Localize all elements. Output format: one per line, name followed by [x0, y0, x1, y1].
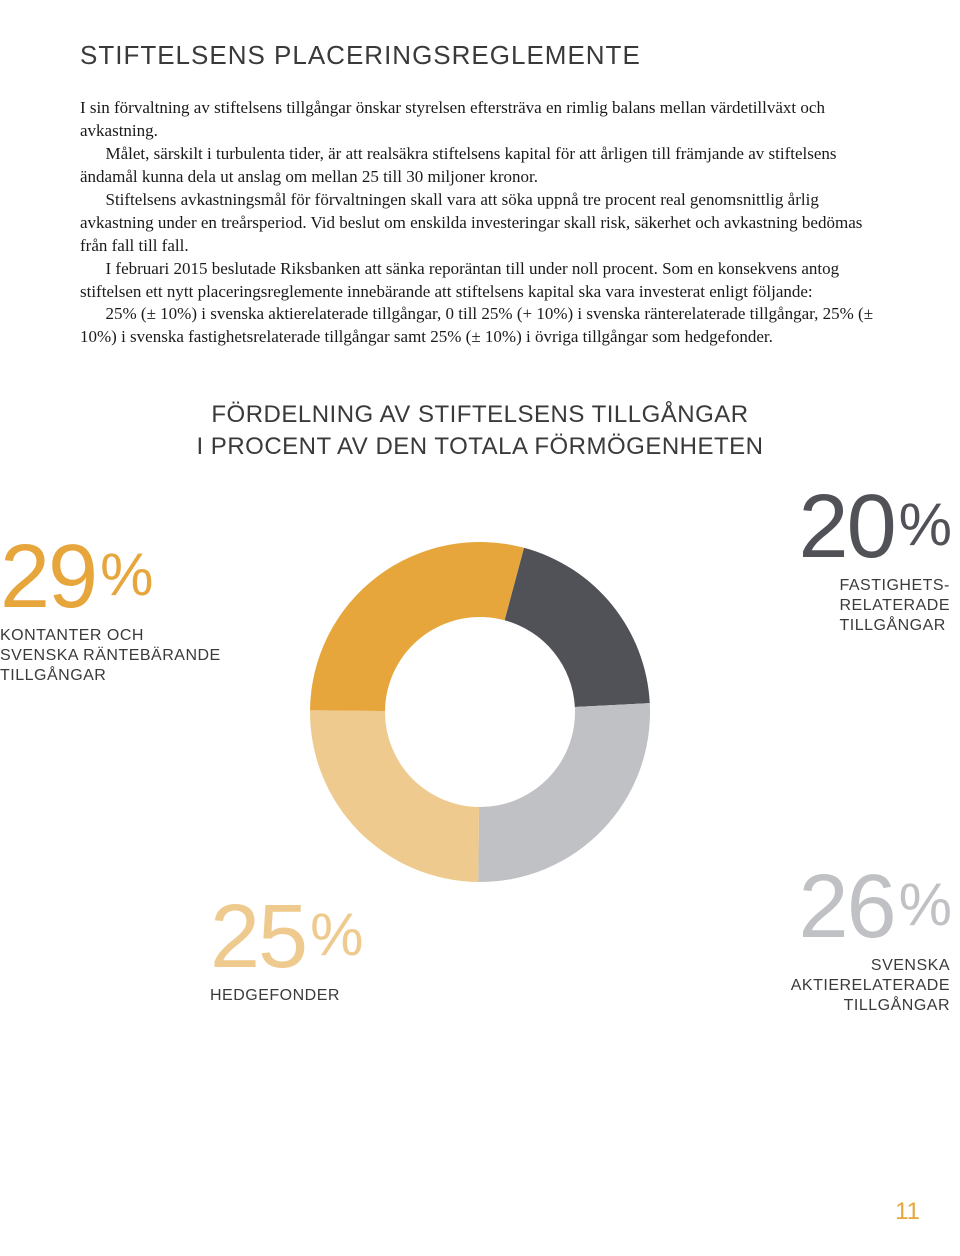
paragraph-5: 25% (± 10%) i svenska aktierelaterade ti…: [80, 303, 880, 349]
donut-slice-kontanter: [310, 542, 524, 711]
stat-fastighet-label: FASTIGHETS-RELATERADETILLGÅNGAR: [839, 576, 950, 636]
page-title: STIFTELSENS PLACERINGSREGLEMENTE: [80, 40, 880, 71]
chart-title: FÖRDELNING AV STIFTELSENS TILLGÅNGAR I P…: [80, 399, 880, 461]
percent-sign-icon: %: [100, 541, 151, 608]
donut-slice-hedge: [310, 710, 479, 882]
stat-aktier: 26% SVENSKAAKTIERELATERADETILLGÅNGAR: [791, 862, 950, 1016]
stat-aktier-value: 26: [799, 857, 895, 957]
paragraph-4: I februari 2015 beslutade Riksbanken att…: [80, 258, 880, 304]
stat-kontanter-label: KONTANTER OCHSVENSKA RÄNTEBÄRANDETILLGÅN…: [0, 626, 221, 686]
paragraph-3: Stiftelsens avkastningsmål för förvaltni…: [80, 189, 880, 258]
paragraph-2: Målet, särskilt i turbulenta tider, är a…: [80, 143, 880, 189]
body-text: I sin förvaltning av stiftelsens tillgån…: [80, 97, 880, 349]
percent-sign-icon: %: [899, 871, 950, 938]
chart-title-line1: FÖRDELNING AV STIFTELSENS TILLGÅNGAR: [211, 401, 748, 428]
stat-kontanter-value: 29: [0, 527, 96, 627]
stat-fastighet: 20% FASTIGHETS-RELATERADETILLGÅNGAR: [799, 482, 950, 636]
donut-slice-aktier: [478, 703, 650, 882]
stat-fastighet-value: 20: [799, 477, 895, 577]
page-number: 11: [895, 1198, 920, 1226]
paragraph-1: I sin förvaltning av stiftelsens tillgån…: [80, 97, 880, 143]
stat-hedge-value: 25: [210, 887, 306, 987]
stat-hedge: 25% HEDGEFONDER: [210, 892, 361, 1006]
donut-slice-fastighet: [505, 547, 650, 706]
stat-aktier-label: SVENSKAAKTIERELATERADETILLGÅNGAR: [791, 956, 950, 1016]
percent-sign-icon: %: [310, 901, 361, 968]
stat-kontanter: 29% KONTANTER OCHSVENSKA RÄNTEBÄRANDETIL…: [0, 532, 221, 686]
donut-chart: [310, 542, 650, 882]
percent-sign-icon: %: [899, 491, 950, 558]
stat-hedge-label: HEDGEFONDER: [210, 986, 361, 1006]
chart-title-line2: I PROCENT AV DEN TOTALA FÖRMÖGENHETEN: [196, 433, 763, 460]
allocation-infographic: 29% KONTANTER OCHSVENSKA RÄNTEBÄRANDETIL…: [80, 492, 880, 1032]
